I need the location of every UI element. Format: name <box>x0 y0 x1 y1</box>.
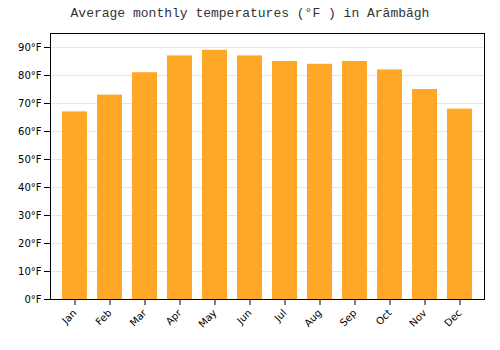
svg-text:Nov: Nov <box>407 307 429 329</box>
svg-text:Mar: Mar <box>128 307 150 329</box>
svg-text:0°F: 0°F <box>24 294 41 305</box>
svg-text:Sep: Sep <box>338 307 359 328</box>
svg-text:60°F: 60°F <box>18 126 42 137</box>
svg-text:10°F: 10°F <box>18 266 42 277</box>
svg-text:Aug: Aug <box>302 307 324 329</box>
svg-text:90°F: 90°F <box>18 42 42 53</box>
svg-text:30°F: 30°F <box>18 210 42 221</box>
svg-text:20°F: 20°F <box>18 238 42 249</box>
svg-text:Apr: Apr <box>164 307 185 328</box>
svg-text:70°F: 70°F <box>18 98 42 109</box>
svg-text:40°F: 40°F <box>18 182 42 193</box>
html-text:Average monthly temperatures (: Average monthly temperatures (°F ) in Ar… <box>70 6 430 21</box>
svg-text:Jul: Jul <box>272 307 289 324</box>
svg-text:Jun: Jun <box>234 307 254 327</box>
svg-text:Feb: Feb <box>93 307 113 327</box>
svg-text:Jan: Jan <box>59 307 78 326</box>
svg-text:50°F: 50°F <box>18 154 42 165</box>
svg-text:Dec: Dec <box>442 307 463 328</box>
svg-text:80°F: 80°F <box>18 70 42 81</box>
svg-text:Oct: Oct <box>374 307 394 327</box>
svg-text:May: May <box>196 307 218 329</box>
